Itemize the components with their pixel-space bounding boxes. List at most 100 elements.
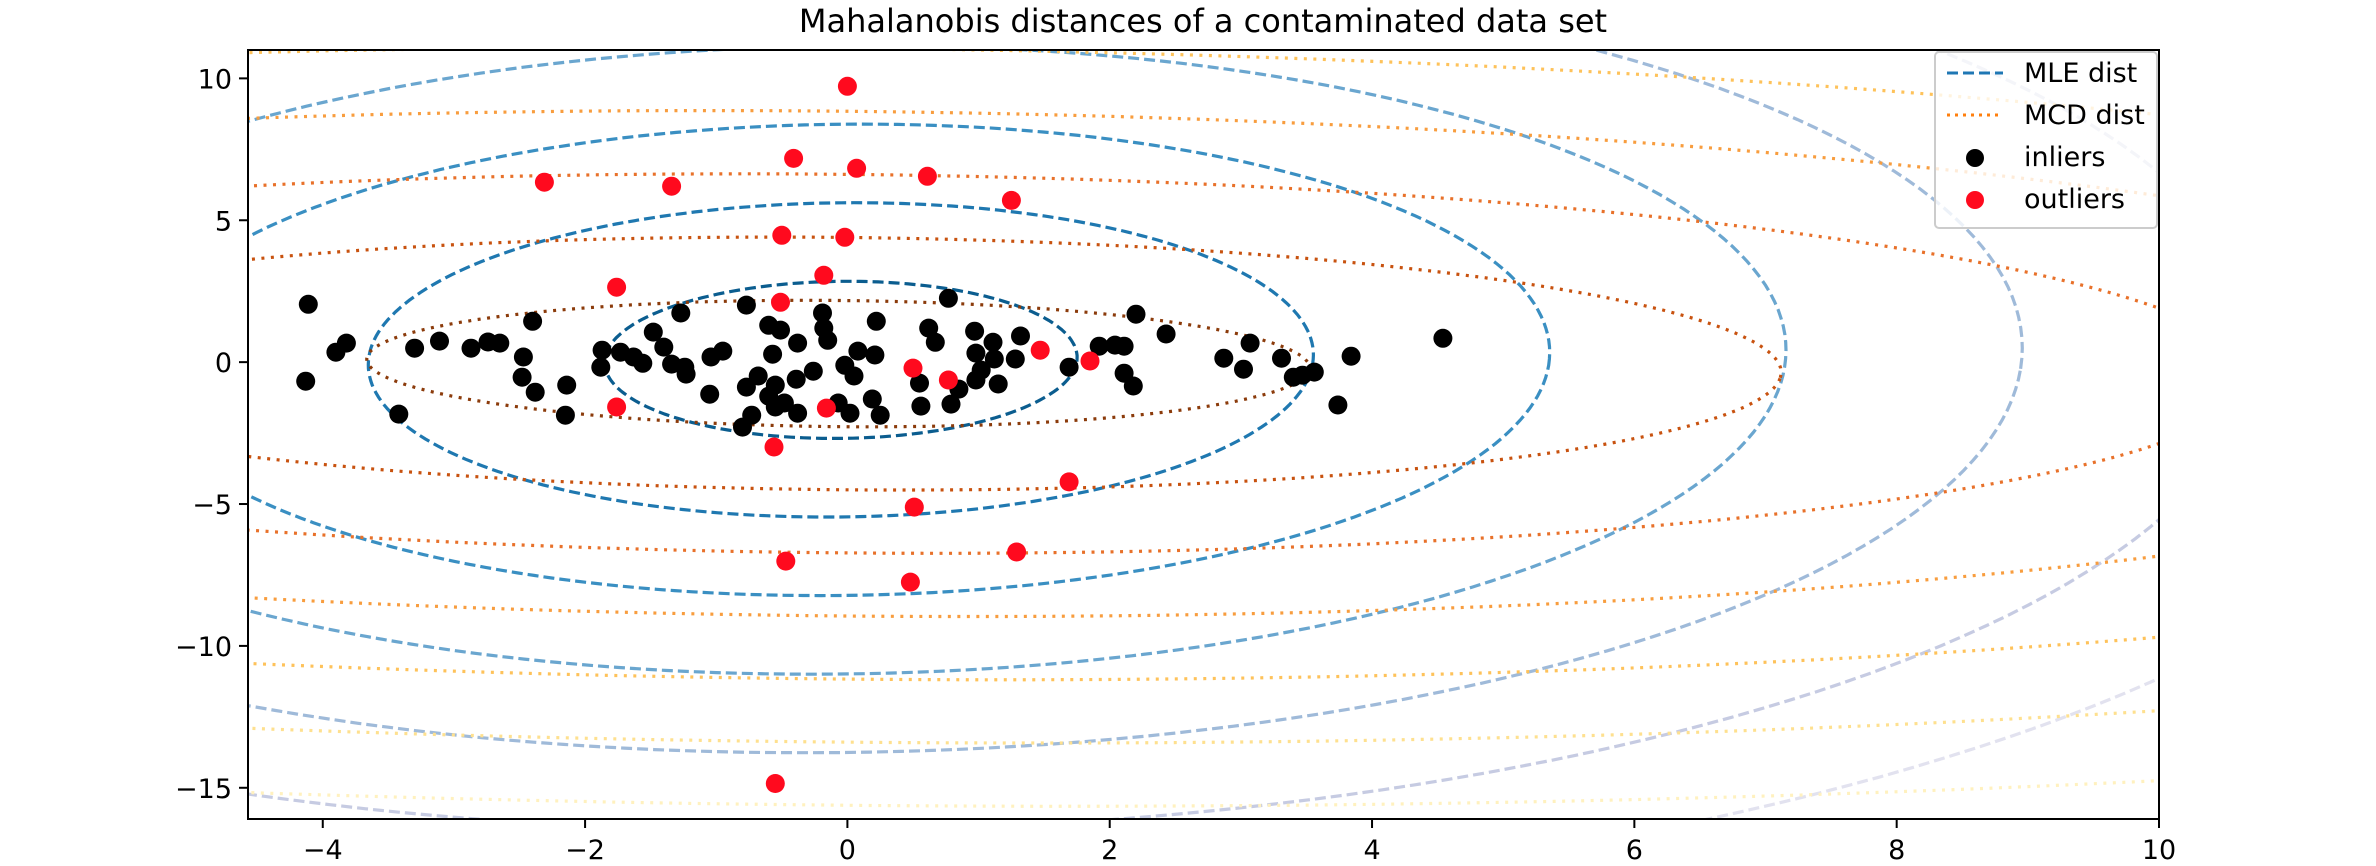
inlier-point — [941, 394, 961, 414]
legend-box — [1934, 51, 2158, 229]
inlier-point — [555, 405, 575, 425]
inlier-point — [461, 338, 481, 358]
outlier-point — [847, 158, 867, 178]
inlier-point — [1005, 349, 1025, 369]
outlier-point — [837, 76, 857, 96]
x-tick-label: 2 — [1101, 835, 1118, 866]
outlier-point — [1030, 340, 1050, 360]
legend-inliers-marker — [1966, 149, 1984, 167]
inlier-point — [1433, 328, 1453, 348]
y-tick-label: −15 — [175, 774, 232, 805]
x-axis: −4 −2 0 2 4 6 8 10 — [303, 819, 2176, 866]
inlier-point — [788, 403, 808, 423]
inlier-point — [803, 361, 823, 381]
outlier-point — [816, 398, 836, 418]
inlier-point — [763, 344, 783, 364]
inlier-point — [866, 311, 886, 331]
inlier-point — [733, 417, 752, 437]
inlier-point — [1328, 395, 1348, 415]
y-tick-label: 0 — [215, 348, 232, 379]
inlier-point — [557, 375, 577, 395]
outlier-point — [765, 774, 785, 793]
inlier-point — [788, 333, 808, 353]
mle-contour-level-2 — [366, 201, 1316, 519]
inlier-point — [1123, 376, 1143, 396]
legend-mle-label: MLE dist — [2024, 58, 2137, 89]
x-tick-label: −4 — [303, 835, 343, 866]
scatter-layer — [296, 76, 1453, 793]
inlier-point — [844, 366, 864, 386]
inlier-point — [490, 333, 510, 353]
outlier-point — [900, 572, 920, 592]
x-tick-label: 4 — [1363, 835, 1380, 866]
mcd-contour-level-1 — [365, 298, 1312, 429]
outlier-point — [904, 497, 924, 517]
inlier-point — [870, 405, 890, 425]
inlier-point — [848, 341, 868, 361]
legend-mcd-label: MCD dist — [2024, 100, 2145, 131]
outlier-point — [1001, 190, 1021, 210]
inlier-point — [700, 384, 720, 404]
inlier-point — [862, 389, 882, 409]
inlier-point — [1114, 336, 1134, 356]
outlier-point — [835, 227, 855, 247]
inlier-point — [966, 343, 986, 363]
outlier-point — [607, 397, 627, 417]
outlier-point — [764, 437, 784, 457]
inlier-point — [1341, 346, 1361, 366]
legend-outliers-marker — [1966, 191, 1984, 209]
x-tick-label: 6 — [1626, 835, 1643, 866]
inlier-point — [512, 367, 532, 387]
inlier-point — [1089, 336, 1109, 356]
legend-outliers-label: outliers — [2024, 184, 2125, 215]
inlier-point — [736, 295, 756, 315]
inlier-point — [748, 366, 768, 386]
inlier-point — [988, 374, 1008, 394]
mcd-contour-level-4 — [248, 109, 2159, 619]
outlier-point — [607, 277, 627, 297]
outlier-point — [1080, 351, 1100, 371]
outlier-point — [534, 172, 554, 192]
inlier-point — [654, 337, 674, 357]
inlier-point — [813, 303, 832, 323]
inlier-point — [405, 338, 425, 358]
outlier-point — [784, 148, 804, 168]
inlier-point — [910, 373, 929, 393]
mcd-contour-level-2 — [248, 235, 1783, 492]
x-tick-label: −2 — [565, 835, 605, 866]
outlier-point — [917, 166, 937, 186]
mle-contour-level-5 — [248, 50, 2024, 755]
y-axis: −15 −10 −5 0 5 10 — [175, 64, 248, 805]
inlier-point — [430, 331, 449, 351]
inlier-point — [633, 353, 653, 373]
inlier-point — [865, 345, 885, 365]
inlier-point — [1214, 348, 1234, 368]
inlier-point — [591, 357, 611, 377]
x-tick-label: 8 — [1888, 835, 1905, 866]
legend: MLE dist MCD dist inliers outliers — [1934, 51, 2158, 229]
outlier-point — [1059, 472, 1079, 492]
mle-contour-level-3 — [248, 122, 1552, 598]
outlier-point — [771, 292, 790, 312]
inlier-point — [671, 303, 691, 323]
inlier-point — [818, 330, 838, 350]
inlier-point — [786, 369, 806, 389]
outlier-point — [938, 370, 958, 390]
inlier-point — [296, 371, 316, 391]
inlier-point — [919, 318, 939, 338]
inlier-point — [326, 342, 346, 362]
inlier-point — [1126, 304, 1146, 324]
chart-title: Mahalanobis distances of a contaminated … — [799, 2, 1607, 40]
mle-contour-level-6 — [248, 50, 2159, 819]
outlier-point — [814, 265, 834, 285]
y-tick-label: 10 — [198, 64, 232, 95]
x-tick-label: 0 — [839, 835, 856, 866]
mcd-contour-level-3 — [248, 172, 2159, 555]
inlier-point — [1059, 357, 1079, 377]
inlier-point — [984, 349, 1004, 369]
inlier-point — [676, 364, 696, 384]
inlier-point — [771, 320, 790, 340]
outlier-point — [903, 358, 923, 378]
